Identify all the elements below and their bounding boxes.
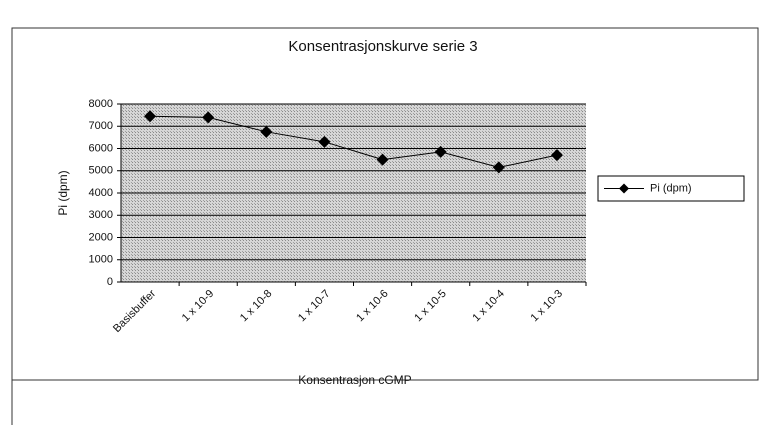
x-tick-label: 1 x 10-7 bbox=[296, 288, 333, 325]
series-line bbox=[150, 115, 558, 168]
x-axis-label: Konsentrasjon cGMP bbox=[298, 373, 411, 387]
y-tick-label: 7000 bbox=[89, 120, 113, 132]
chart-frame bbox=[11, 27, 759, 381]
y-tick-label: 5000 bbox=[89, 165, 113, 177]
marker bbox=[434, 145, 447, 158]
x-tick-label: 1 x 10-3 bbox=[529, 288, 566, 325]
y-tick-label: 4000 bbox=[89, 187, 113, 199]
y-tick-label: 6000 bbox=[89, 142, 113, 154]
y-tick-label: 2000 bbox=[89, 231, 113, 243]
y-axis-label: Pi (dpm) bbox=[56, 170, 70, 215]
x-tick-label: 1 x 10-4 bbox=[470, 288, 507, 325]
marker bbox=[260, 125, 273, 138]
y-tick-label: 0 bbox=[107, 276, 113, 288]
marker bbox=[492, 161, 505, 174]
y-tick-label: 1000 bbox=[89, 254, 113, 266]
marker bbox=[376, 153, 389, 166]
x-tick-label: 1 x 10-9 bbox=[180, 288, 217, 325]
marker bbox=[318, 135, 331, 148]
legend-label: Pi (dpm) bbox=[650, 182, 692, 194]
x-tick-label: 1 x 10-8 bbox=[238, 288, 275, 325]
chart-title: Konsentrasjonskurve serie 3 bbox=[288, 38, 477, 55]
x-tick-label: 1 x 10-5 bbox=[412, 288, 449, 325]
y-tick-label: 3000 bbox=[89, 209, 113, 221]
marker bbox=[550, 149, 563, 162]
x-tick-label: 1 x 10-6 bbox=[354, 288, 391, 325]
marker bbox=[144, 110, 157, 123]
y-tick-label: 8000 bbox=[89, 98, 113, 110]
marker bbox=[202, 111, 215, 124]
legend-marker bbox=[619, 183, 629, 194]
x-tick-label: Basisbuffer bbox=[111, 287, 158, 334]
